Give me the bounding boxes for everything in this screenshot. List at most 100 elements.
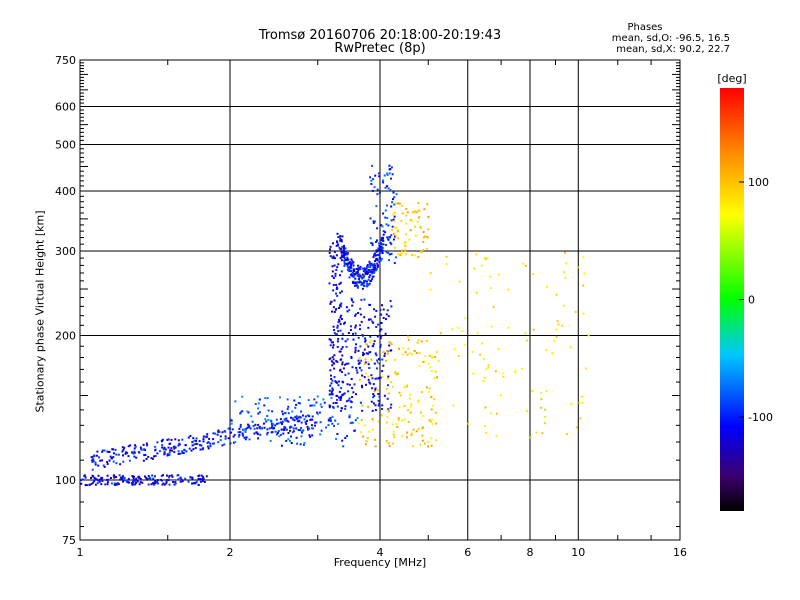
data-point: [388, 344, 391, 347]
data-point: [421, 439, 424, 442]
data-point: [361, 374, 364, 377]
data-point: [291, 410, 294, 413]
data-point: [581, 395, 584, 398]
data-point: [168, 475, 171, 477]
data-point: [394, 358, 397, 361]
data-point: [165, 482, 168, 485]
data-point: [373, 390, 376, 393]
data-point: [106, 450, 109, 453]
data-point: [393, 246, 396, 249]
data-point: [331, 388, 334, 391]
data-point: [365, 443, 367, 446]
data-point: [423, 442, 426, 445]
data-point: [339, 281, 342, 284]
data-point: [361, 273, 364, 276]
data-point: [331, 310, 333, 313]
data-point: [361, 404, 364, 407]
data-point: [372, 402, 375, 405]
data-point: [337, 384, 340, 387]
data-point: [437, 359, 440, 362]
data-point: [206, 445, 209, 448]
data-point: [161, 483, 164, 486]
data-point: [117, 483, 120, 485]
data-point: [343, 244, 345, 247]
data-point: [363, 267, 366, 270]
data-point: [526, 410, 528, 412]
data-point: [373, 394, 376, 397]
data-point: [227, 437, 230, 440]
data-point: [366, 285, 368, 288]
data-point: [574, 310, 577, 313]
data-point: [331, 275, 334, 278]
data-point: [139, 478, 142, 481]
data-point: [171, 449, 173, 452]
y-axis: 75 100 200 300 400 500 600 750: [55, 54, 680, 547]
data-point: [354, 314, 357, 317]
data-point: [397, 419, 400, 422]
data-point: [430, 370, 433, 372]
data-point: [417, 399, 420, 402]
data-point: [359, 275, 362, 278]
y-axis-label: Stationary phase Virtual Height [km]: [33, 210, 47, 413]
data-point: [314, 424, 316, 427]
data-point: [270, 431, 273, 434]
data-point: [364, 273, 367, 275]
data-point: [197, 483, 200, 486]
data-point: [378, 362, 381, 365]
data-point: [392, 232, 395, 235]
data-point: [287, 412, 290, 415]
data-point: [257, 412, 260, 415]
data-point: [338, 307, 340, 309]
data-point: [362, 276, 365, 279]
data-point: [349, 261, 352, 264]
data-point: [396, 425, 399, 428]
data-point: [377, 404, 380, 407]
data-point: [480, 342, 483, 345]
data-point: [334, 257, 336, 260]
data-point: [347, 372, 350, 375]
data-point: [356, 371, 359, 374]
data-point: [374, 264, 377, 267]
data-point: [378, 252, 381, 255]
data-point: [346, 262, 349, 265]
data-point: [377, 399, 380, 402]
data-point: [177, 452, 180, 455]
data-point: [195, 480, 198, 483]
data-point: [348, 414, 351, 417]
data-point: [373, 252, 376, 255]
data-point: [381, 408, 383, 410]
data-point: [403, 386, 406, 389]
data-point: [351, 272, 354, 275]
data-point: [371, 189, 374, 192]
data-point: [347, 362, 350, 365]
data-point: [403, 405, 406, 407]
data-point: [93, 455, 96, 458]
data-point: [370, 272, 373, 275]
data-point: [383, 174, 386, 177]
data-point: [405, 208, 408, 210]
data-point: [380, 328, 383, 331]
data-point: [433, 356, 436, 358]
data-point: [379, 345, 382, 348]
data-point: [356, 281, 359, 284]
data-point: [476, 332, 479, 335]
data-point: [389, 236, 391, 239]
data-point: [385, 439, 388, 442]
data-point: [278, 435, 281, 438]
data-point: [410, 403, 413, 406]
data-point: [341, 245, 344, 248]
data-point: [346, 252, 349, 255]
data-point: [179, 452, 182, 455]
data-point: [346, 310, 349, 313]
data-point: [367, 271, 369, 274]
data-point: [286, 398, 289, 401]
data-point: [302, 443, 305, 446]
data-point: [247, 411, 250, 414]
data-point: [445, 255, 448, 258]
data-point: [121, 475, 124, 478]
data-point: [346, 257, 349, 260]
data-point: [564, 277, 567, 280]
data-point: [311, 427, 314, 430]
data-point: [328, 358, 331, 361]
data-point: [153, 455, 155, 458]
